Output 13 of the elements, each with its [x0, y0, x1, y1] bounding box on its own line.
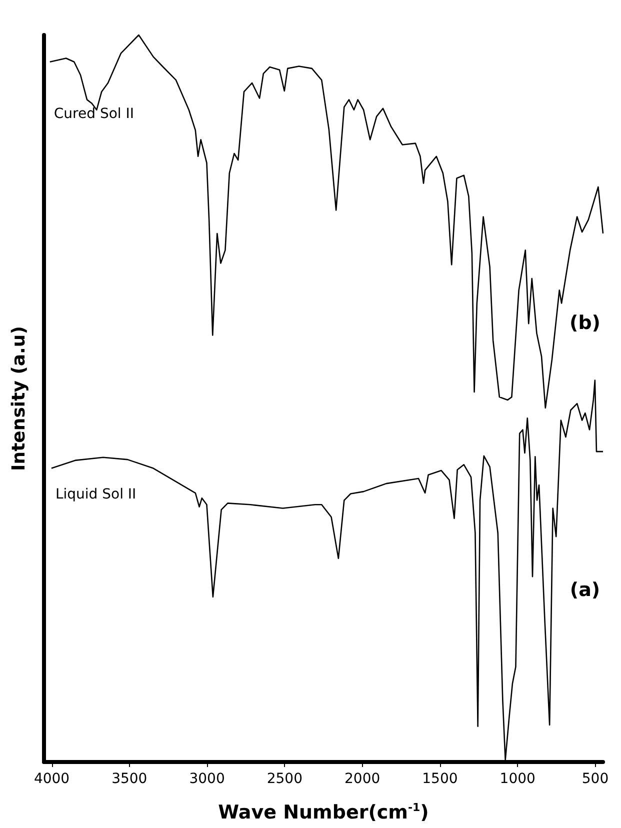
annotation: (b)	[570, 312, 600, 334]
annotation: (a)	[570, 579, 600, 601]
x-tick-label: 3500	[112, 771, 148, 787]
y-axis-title: Intensity (a.u)	[8, 326, 30, 471]
x-tick-label: 1500	[422, 771, 458, 787]
series-label: Cured Sol II	[54, 106, 134, 122]
x-tick-label: 2000	[344, 771, 380, 787]
x-tick-label: 1000	[500, 771, 536, 787]
x-tick-label: 500	[582, 771, 609, 787]
x-tick-label: 4000	[34, 771, 70, 787]
x-tick-label: 3000	[189, 771, 225, 787]
series-label: Liquid Sol II	[55, 486, 136, 502]
x-tick-label: 2500	[266, 771, 302, 787]
